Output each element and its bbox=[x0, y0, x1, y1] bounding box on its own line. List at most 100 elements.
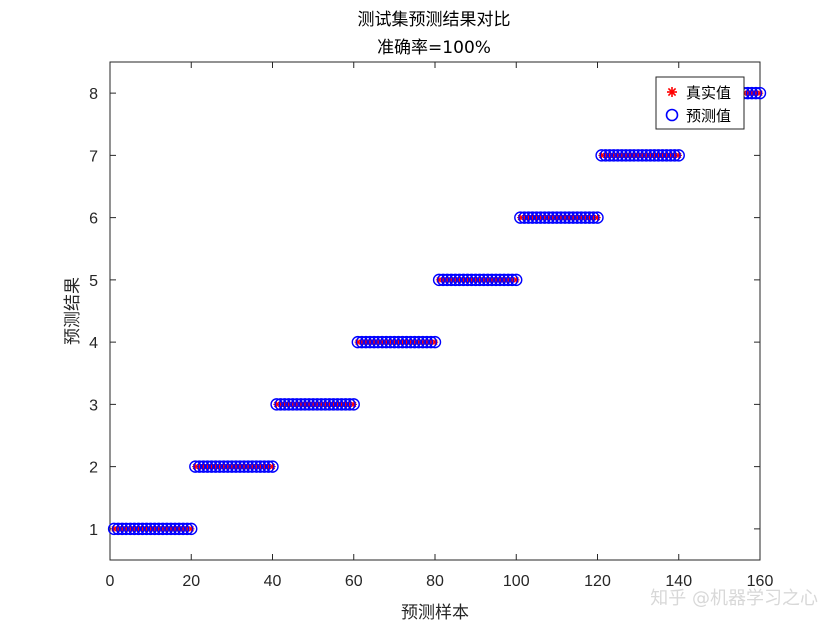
predicted-value-point bbox=[241, 460, 255, 473]
predicted-value-point bbox=[510, 273, 523, 287]
predicted-value-point bbox=[408, 335, 421, 349]
predicted-value-point bbox=[611, 149, 625, 162]
predicted-value-point bbox=[258, 460, 271, 473]
predicted-value-point bbox=[644, 149, 657, 162]
predicted-value-point bbox=[363, 335, 377, 349]
predicted-value-point bbox=[347, 398, 360, 411]
predicted-value-point bbox=[534, 211, 547, 224]
predicted-value-point bbox=[185, 522, 198, 536]
predicted-value-point bbox=[168, 522, 182, 536]
predicted-value-point bbox=[420, 335, 434, 349]
predicted-value-point bbox=[583, 211, 596, 224]
predicted-value-point bbox=[152, 522, 165, 536]
predicted-value-point bbox=[172, 522, 186, 536]
predicted-value-point bbox=[753, 86, 767, 100]
predicted-value-point bbox=[282, 398, 295, 411]
predicted-value-point bbox=[124, 522, 137, 536]
predicted-value-point bbox=[656, 149, 669, 162]
predicted-value-point bbox=[388, 335, 401, 349]
predicted-value-point bbox=[375, 335, 389, 349]
predicted-value-point bbox=[136, 522, 149, 536]
predicted-value-point bbox=[132, 522, 145, 536]
predicted-value-point bbox=[627, 149, 641, 162]
predicted-value-point bbox=[176, 522, 190, 536]
predicted-value-point bbox=[603, 149, 616, 162]
predicted-value-point bbox=[664, 149, 677, 162]
predicted-value-point bbox=[335, 398, 348, 411]
predicted-value-point bbox=[266, 460, 279, 473]
predicted-value-point bbox=[302, 398, 316, 411]
predicted-value-point bbox=[449, 273, 462, 287]
predicted-value-point bbox=[221, 460, 235, 473]
predicted-value-point bbox=[274, 398, 287, 411]
predicted-value-point bbox=[640, 149, 653, 162]
predicted-value-point bbox=[469, 273, 482, 287]
predicted-value-point bbox=[262, 460, 275, 473]
predicted-value-point bbox=[270, 398, 283, 411]
x-axis: 0 20 40 60 80 100 120 140 160 bbox=[106, 62, 774, 590]
predicted-value-point bbox=[339, 398, 352, 411]
predicted-value-point bbox=[197, 460, 210, 473]
predicted-value-point bbox=[315, 398, 328, 411]
predicted-value-point bbox=[477, 273, 490, 287]
predicted-value-point bbox=[445, 273, 458, 287]
predicted-value-point bbox=[493, 273, 507, 287]
predicted-value-point bbox=[323, 398, 336, 411]
predicted-value-point bbox=[404, 335, 417, 349]
predicted-value-point bbox=[489, 273, 503, 287]
predicted-value-point bbox=[538, 211, 551, 224]
predicted-value-point bbox=[457, 273, 470, 287]
predicted-value-point bbox=[213, 460, 226, 473]
predicted-value-point bbox=[745, 86, 759, 100]
predicted-value-point bbox=[550, 211, 564, 224]
predicted-value-point bbox=[652, 149, 665, 162]
predicted-value-point bbox=[367, 335, 381, 349]
y-tick-label: 2 bbox=[89, 460, 98, 477]
predicted-value-point bbox=[546, 211, 560, 224]
y-tick-label: 1 bbox=[89, 522, 98, 539]
predicted-value-point bbox=[140, 522, 153, 536]
predicted-value-point bbox=[623, 149, 637, 162]
predicted-value-point bbox=[351, 335, 365, 349]
predicted-value-point bbox=[668, 149, 681, 162]
predicted-value-point bbox=[380, 335, 393, 349]
y-tick-label: 3 bbox=[89, 397, 98, 414]
predicted-value-point bbox=[254, 460, 267, 473]
predicted-value-point bbox=[205, 460, 218, 473]
predicted-value-point bbox=[111, 522, 125, 536]
predicted-value-point bbox=[160, 522, 174, 536]
x-tick-label: 0 bbox=[106, 573, 115, 590]
predicted-value-point bbox=[575, 211, 588, 224]
y-tick-label: 8 bbox=[89, 86, 98, 103]
predicted-value-point bbox=[225, 460, 239, 473]
predicted-value-point bbox=[461, 273, 474, 287]
predicted-value-point bbox=[400, 335, 413, 349]
predicted-value-point bbox=[542, 211, 555, 224]
predicted-value-point bbox=[424, 335, 438, 349]
predicted-value-point bbox=[635, 149, 649, 162]
chart-title: 测试集预测结果对比 bbox=[358, 10, 511, 30]
predicted-value-point bbox=[201, 460, 214, 473]
predicted-value-point bbox=[278, 398, 291, 411]
predicted-value-point bbox=[343, 398, 356, 411]
predicted-value-point bbox=[505, 273, 519, 287]
predicted-value-point bbox=[371, 335, 385, 349]
y-axis-label: 预测结果 bbox=[63, 277, 83, 345]
y-tick-label: 4 bbox=[89, 335, 98, 352]
predicted-value-point bbox=[514, 211, 527, 224]
predicted-value-point bbox=[554, 211, 568, 224]
predicted-value-point bbox=[416, 335, 430, 349]
predicted-value-point bbox=[672, 149, 685, 162]
predicted-value-point bbox=[473, 273, 486, 287]
predicted-value-point bbox=[453, 273, 466, 287]
predicted-value-point bbox=[148, 522, 161, 536]
chart-subtitle: 准确率=100% bbox=[377, 38, 491, 58]
predicted-value-point bbox=[298, 398, 312, 411]
x-tick-label: 60 bbox=[345, 573, 363, 590]
predicted-value-point bbox=[558, 211, 572, 224]
predicted-value-point bbox=[428, 335, 442, 349]
predicted-value-point bbox=[660, 149, 673, 162]
y-axis: 1 2 3 4 5 6 7 8 bbox=[89, 86, 760, 539]
predicted-value-point bbox=[566, 211, 580, 224]
x-tick-label: 160 bbox=[747, 573, 774, 590]
